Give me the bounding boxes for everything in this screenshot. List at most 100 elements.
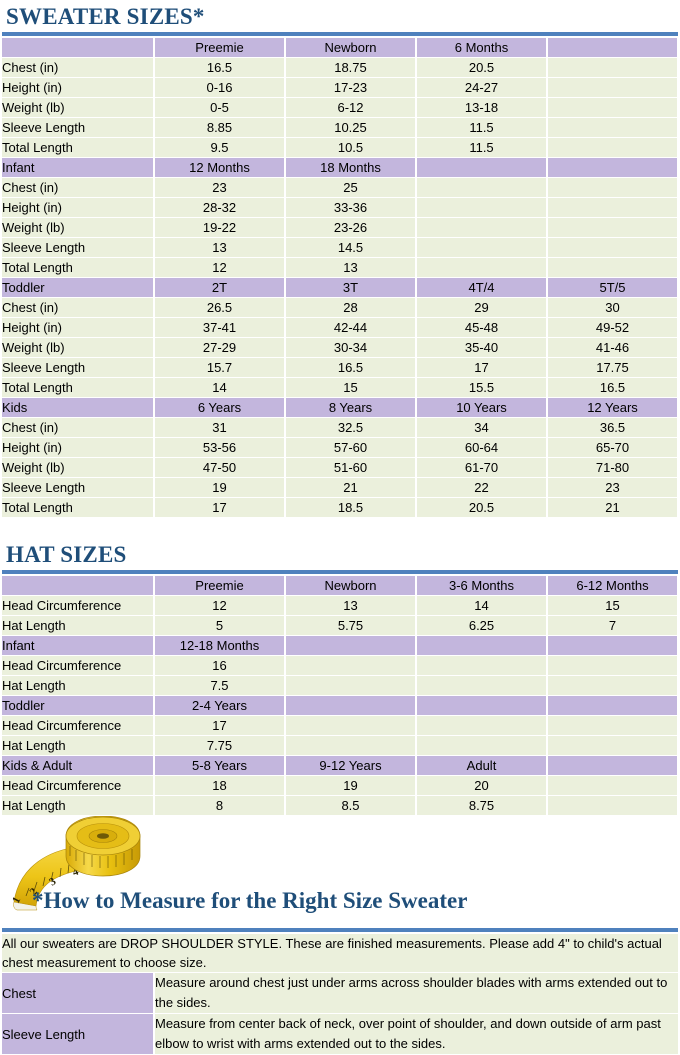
cell-value: 16.5 bbox=[155, 58, 284, 77]
cell-value: 28 bbox=[286, 298, 415, 317]
table-row: Chest (in) 16.5 18.75 20.5 bbox=[2, 58, 677, 77]
cell-value: 17 bbox=[417, 358, 546, 377]
size-header: 4T/4 bbox=[417, 278, 546, 297]
table-row: Height (in) 28-32 33-36 bbox=[2, 198, 677, 217]
cell-value bbox=[548, 238, 677, 257]
size-header bbox=[548, 696, 677, 715]
cell-value bbox=[548, 716, 677, 735]
table-row: Sleeve Length 13 14.5 bbox=[2, 238, 677, 257]
table-row: Sleeve Length Measure from center back o… bbox=[2, 1014, 679, 1054]
row-label: Hat Length bbox=[2, 676, 153, 695]
row-label: Height (in) bbox=[2, 438, 153, 457]
row-label: Total Length bbox=[2, 378, 153, 397]
cell-value: 47-50 bbox=[155, 458, 284, 477]
note-label: Chest bbox=[2, 973, 153, 1013]
row-label: Head Circumference bbox=[2, 776, 153, 795]
table-group-header-row: Preemie Newborn 3-6 Months 6-12 Months bbox=[2, 576, 677, 595]
cell-value: 13 bbox=[286, 258, 415, 277]
row-label: Head Circumference bbox=[2, 656, 153, 675]
cell-value: 30 bbox=[548, 298, 677, 317]
row-label: Total Length bbox=[2, 498, 153, 517]
size-header: 3T bbox=[286, 278, 415, 297]
size-header: 6 Months bbox=[417, 38, 546, 57]
size-header bbox=[548, 636, 677, 655]
cell-value: 14 bbox=[417, 596, 546, 615]
hat-sizes-title: HAT SIZES bbox=[6, 542, 127, 567]
row-label: Chest (in) bbox=[2, 298, 153, 317]
cell-value: 24-27 bbox=[417, 78, 546, 97]
table-row: Total Length 12 13 bbox=[2, 258, 677, 277]
cell-value: 25 bbox=[286, 178, 415, 197]
cell-value bbox=[548, 656, 677, 675]
cell-value: 17.75 bbox=[548, 358, 677, 377]
cell-value: 16.5 bbox=[286, 358, 415, 377]
size-header: 9-12 Years bbox=[286, 756, 415, 775]
row-label: Hat Length bbox=[2, 796, 153, 815]
intro-row: All our sweaters are DROP SHOULDER STYLE… bbox=[2, 934, 679, 972]
cell-value: 37-41 bbox=[155, 318, 284, 337]
table-row: Head Circumference 16 bbox=[2, 656, 677, 675]
cell-value: 13-18 bbox=[417, 98, 546, 117]
table-group-header-row: Infant 12-18 Months bbox=[2, 636, 677, 655]
tape-number: 3 bbox=[47, 875, 58, 888]
cell-value bbox=[548, 676, 677, 695]
cell-value: 23-26 bbox=[286, 218, 415, 237]
cell-value bbox=[548, 218, 677, 237]
table-row: Height (in) 37-41 42-44 45-48 49-52 bbox=[2, 318, 677, 337]
row-label: Total Length bbox=[2, 138, 153, 157]
cell-value: 57-60 bbox=[286, 438, 415, 457]
cell-value: 11.5 bbox=[417, 138, 546, 157]
cell-value bbox=[548, 118, 677, 137]
table-row: Weight (lb) 27-29 30-34 35-40 41-46 bbox=[2, 338, 677, 357]
row-label: Chest (in) bbox=[2, 58, 153, 77]
hat-title-rule bbox=[2, 570, 678, 574]
cell-value bbox=[548, 736, 677, 755]
cell-value: 5 bbox=[155, 616, 284, 635]
cell-value: 16.5 bbox=[548, 378, 677, 397]
cell-value: 60-64 bbox=[417, 438, 546, 457]
measure-notes-table: All our sweaters are DROP SHOULDER STYLE… bbox=[0, 933, 680, 1055]
cell-value: 7.5 bbox=[155, 676, 284, 695]
group-label bbox=[2, 576, 153, 595]
table-row: Sleeve Length 19 21 22 23 bbox=[2, 478, 677, 497]
size-header bbox=[548, 158, 677, 177]
size-header bbox=[417, 636, 546, 655]
cell-value: 6-12 bbox=[286, 98, 415, 117]
size-header: 6 Years bbox=[155, 398, 284, 417]
cell-value: 27-29 bbox=[155, 338, 284, 357]
cell-value bbox=[417, 716, 546, 735]
size-header bbox=[286, 696, 415, 715]
cell-value: 16 bbox=[155, 656, 284, 675]
cell-value: 18 bbox=[155, 776, 284, 795]
group-label bbox=[2, 38, 153, 57]
cell-value: 0-5 bbox=[155, 98, 284, 117]
table-row: Hat Length 7.5 bbox=[2, 676, 677, 695]
cell-value: 15 bbox=[286, 378, 415, 397]
sweater-sizes-title: SWEATER SIZES* bbox=[6, 4, 205, 29]
size-header: 2T bbox=[155, 278, 284, 297]
cell-value: 8.85 bbox=[155, 118, 284, 137]
cell-value: 0-16 bbox=[155, 78, 284, 97]
row-label: Head Circumference bbox=[2, 716, 153, 735]
cell-value: 17-23 bbox=[286, 78, 415, 97]
cell-value: 22 bbox=[417, 478, 546, 497]
cell-value: 31 bbox=[155, 418, 284, 437]
size-header: 12 Months bbox=[155, 158, 284, 177]
table-row: Sleeve Length 8.85 10.25 11.5 bbox=[2, 118, 677, 137]
cell-value: 45-48 bbox=[417, 318, 546, 337]
measure-intro-text: All our sweaters are DROP SHOULDER STYLE… bbox=[2, 934, 679, 972]
group-label: Toddler bbox=[2, 278, 153, 297]
table-row: Hat Length 7.75 bbox=[2, 736, 677, 755]
row-label: Hat Length bbox=[2, 616, 153, 635]
table-row: Weight (lb) 47-50 51-60 61-70 71-80 bbox=[2, 458, 677, 477]
row-label: Height (in) bbox=[2, 78, 153, 97]
size-header: 18 Months bbox=[286, 158, 415, 177]
row-label: Weight (lb) bbox=[2, 98, 153, 117]
size-header: 5-8 Years bbox=[155, 756, 284, 775]
cell-value bbox=[548, 58, 677, 77]
row-label: Weight (lb) bbox=[2, 338, 153, 357]
size-header bbox=[417, 158, 546, 177]
table-row: Total Length 17 18.5 20.5 21 bbox=[2, 498, 677, 517]
cell-value: 17 bbox=[155, 716, 284, 735]
cell-value: 8.5 bbox=[286, 796, 415, 815]
